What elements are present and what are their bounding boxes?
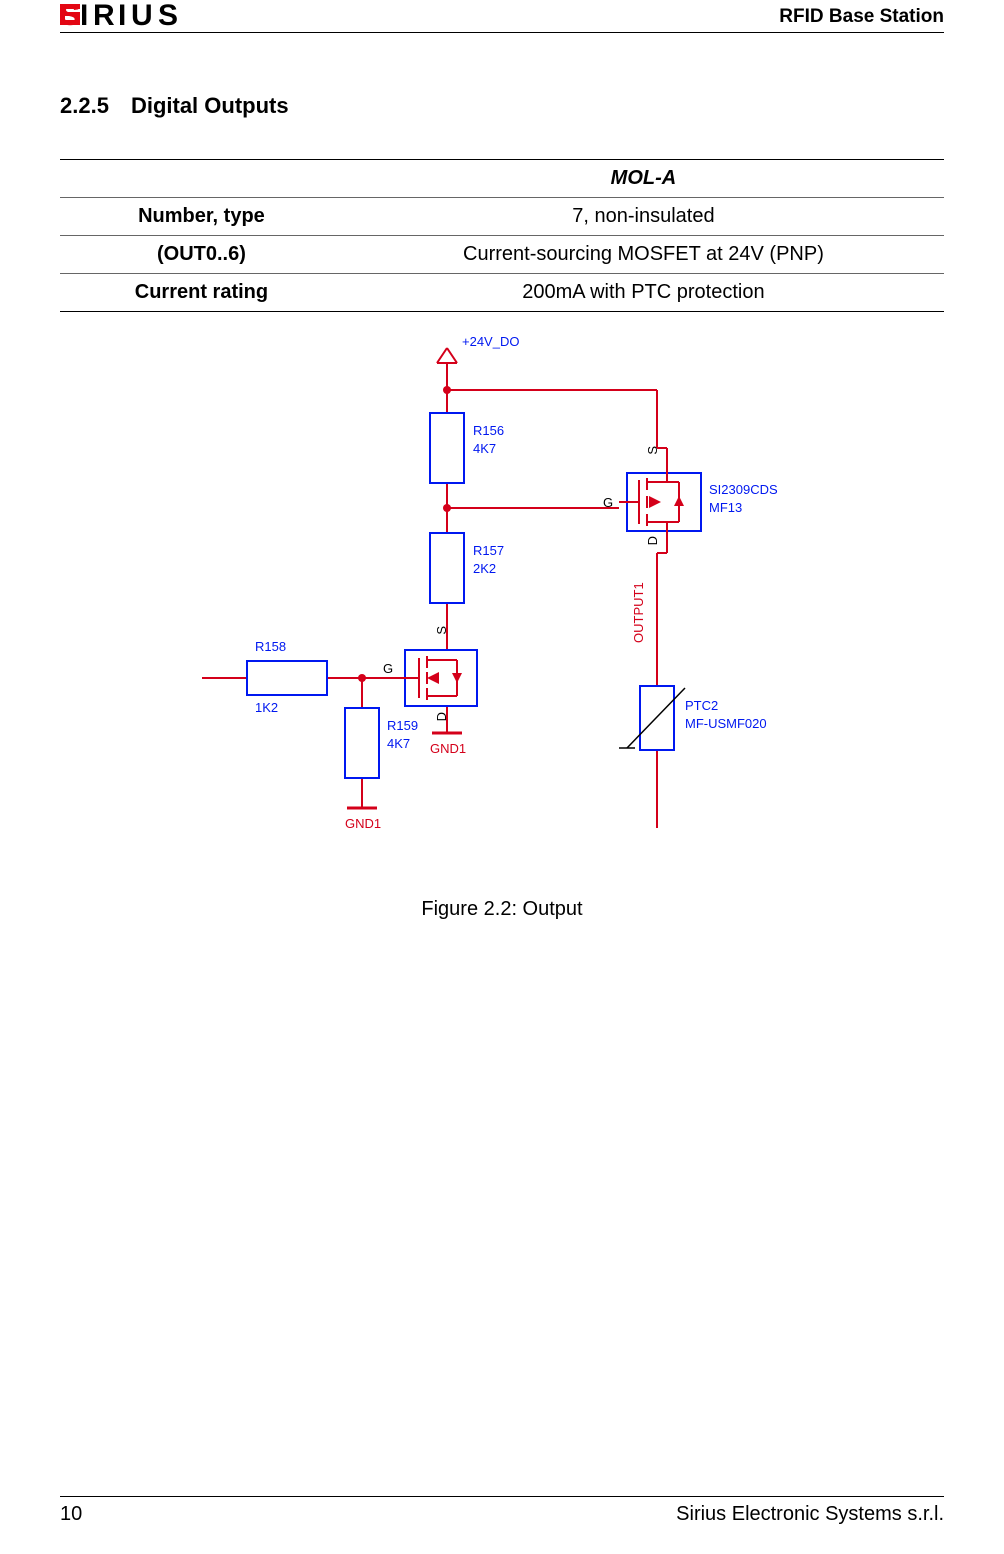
net-gnd-2: GND1 [430,741,466,756]
pin-s-right: S [645,446,660,455]
page-number: 10 [60,1503,82,1526]
table-row-label: Current rating [60,274,343,312]
table-row-value: 7, non-insulated [343,198,944,236]
svg-text:R: R [93,0,115,28]
pin-s-left: S [434,626,449,635]
comp-val-r156: 4K7 [473,441,496,456]
section-heading: 2.2.5 Digital Outputs [60,93,944,119]
pin-g-right: G [603,495,613,510]
table-header-label [60,160,343,198]
comp-ref-qright-2: MF13 [709,500,742,515]
table-row-label: Number, type [60,198,343,236]
comp-val-r158: 1K2 [255,700,278,715]
table-row-label: (OUT0..6) [60,236,343,274]
net-gnd-1: GND1 [345,816,381,831]
pin-d-right: D [645,536,660,545]
table-header-row: MOL-A [60,160,944,198]
spec-table: MOL-A Number, type 7, non-insulated (OUT… [60,159,944,312]
comp-ref-qright-1: SI2309CDS [709,482,778,497]
pin-d-left: D [434,712,449,721]
comp-ref-r158: R158 [255,639,286,654]
svg-text:I: I [80,0,88,28]
footer-company: Sirius Electronic Systems s.r.l. [676,1503,944,1526]
table-row-value: 200mA with PTC protection [343,274,944,312]
table-header-value: MOL-A [343,160,944,198]
table-row: (OUT0..6) Current-sourcing MOSFET at 24V… [60,236,944,274]
comp-ref-ptc2: PTC2 [685,698,718,713]
svg-text:U: U [131,0,153,28]
comp-val-r159: 4K7 [387,736,410,751]
comp-val-ptc2: MF-USMF020 [685,716,767,731]
net-output1: OUTPUT1 [631,563,646,643]
schematic-figure: +24V_DO R156 4K7 R157 2K2 R158 1K2 R159 … [60,328,944,858]
pin-g-left: G [383,661,393,676]
page-header: S I R I U S RFID Base Station [60,0,944,33]
comp-val-r157: 2K2 [473,561,496,576]
svg-text:S: S [158,0,178,28]
table-row: Number, type 7, non-insulated [60,198,944,236]
doc-title: RFID Base Station [779,6,944,28]
table-row: Current rating 200mA with PTC protection [60,274,944,312]
table-row-value: Current-sourcing MOSFET at 24V (PNP) [343,236,944,274]
section-title: Digital Outputs [131,93,289,119]
page-footer: 10 Sirius Electronic Systems s.r.l. [60,1496,944,1526]
section-number: 2.2.5 [60,93,109,119]
net-supply-label: +24V_DO [462,334,519,349]
brand-logo: S I R I U S [60,0,235,28]
comp-ref-r159: R159 [387,718,418,733]
svg-text:I: I [118,0,126,28]
comp-ref-r156: R156 [473,423,504,438]
schematic-canvas: +24V_DO R156 4K7 R157 2K2 R158 1K2 R159 … [187,328,817,858]
figure-caption: Figure 2.2: Output [60,898,944,921]
comp-ref-r157: R157 [473,543,504,558]
